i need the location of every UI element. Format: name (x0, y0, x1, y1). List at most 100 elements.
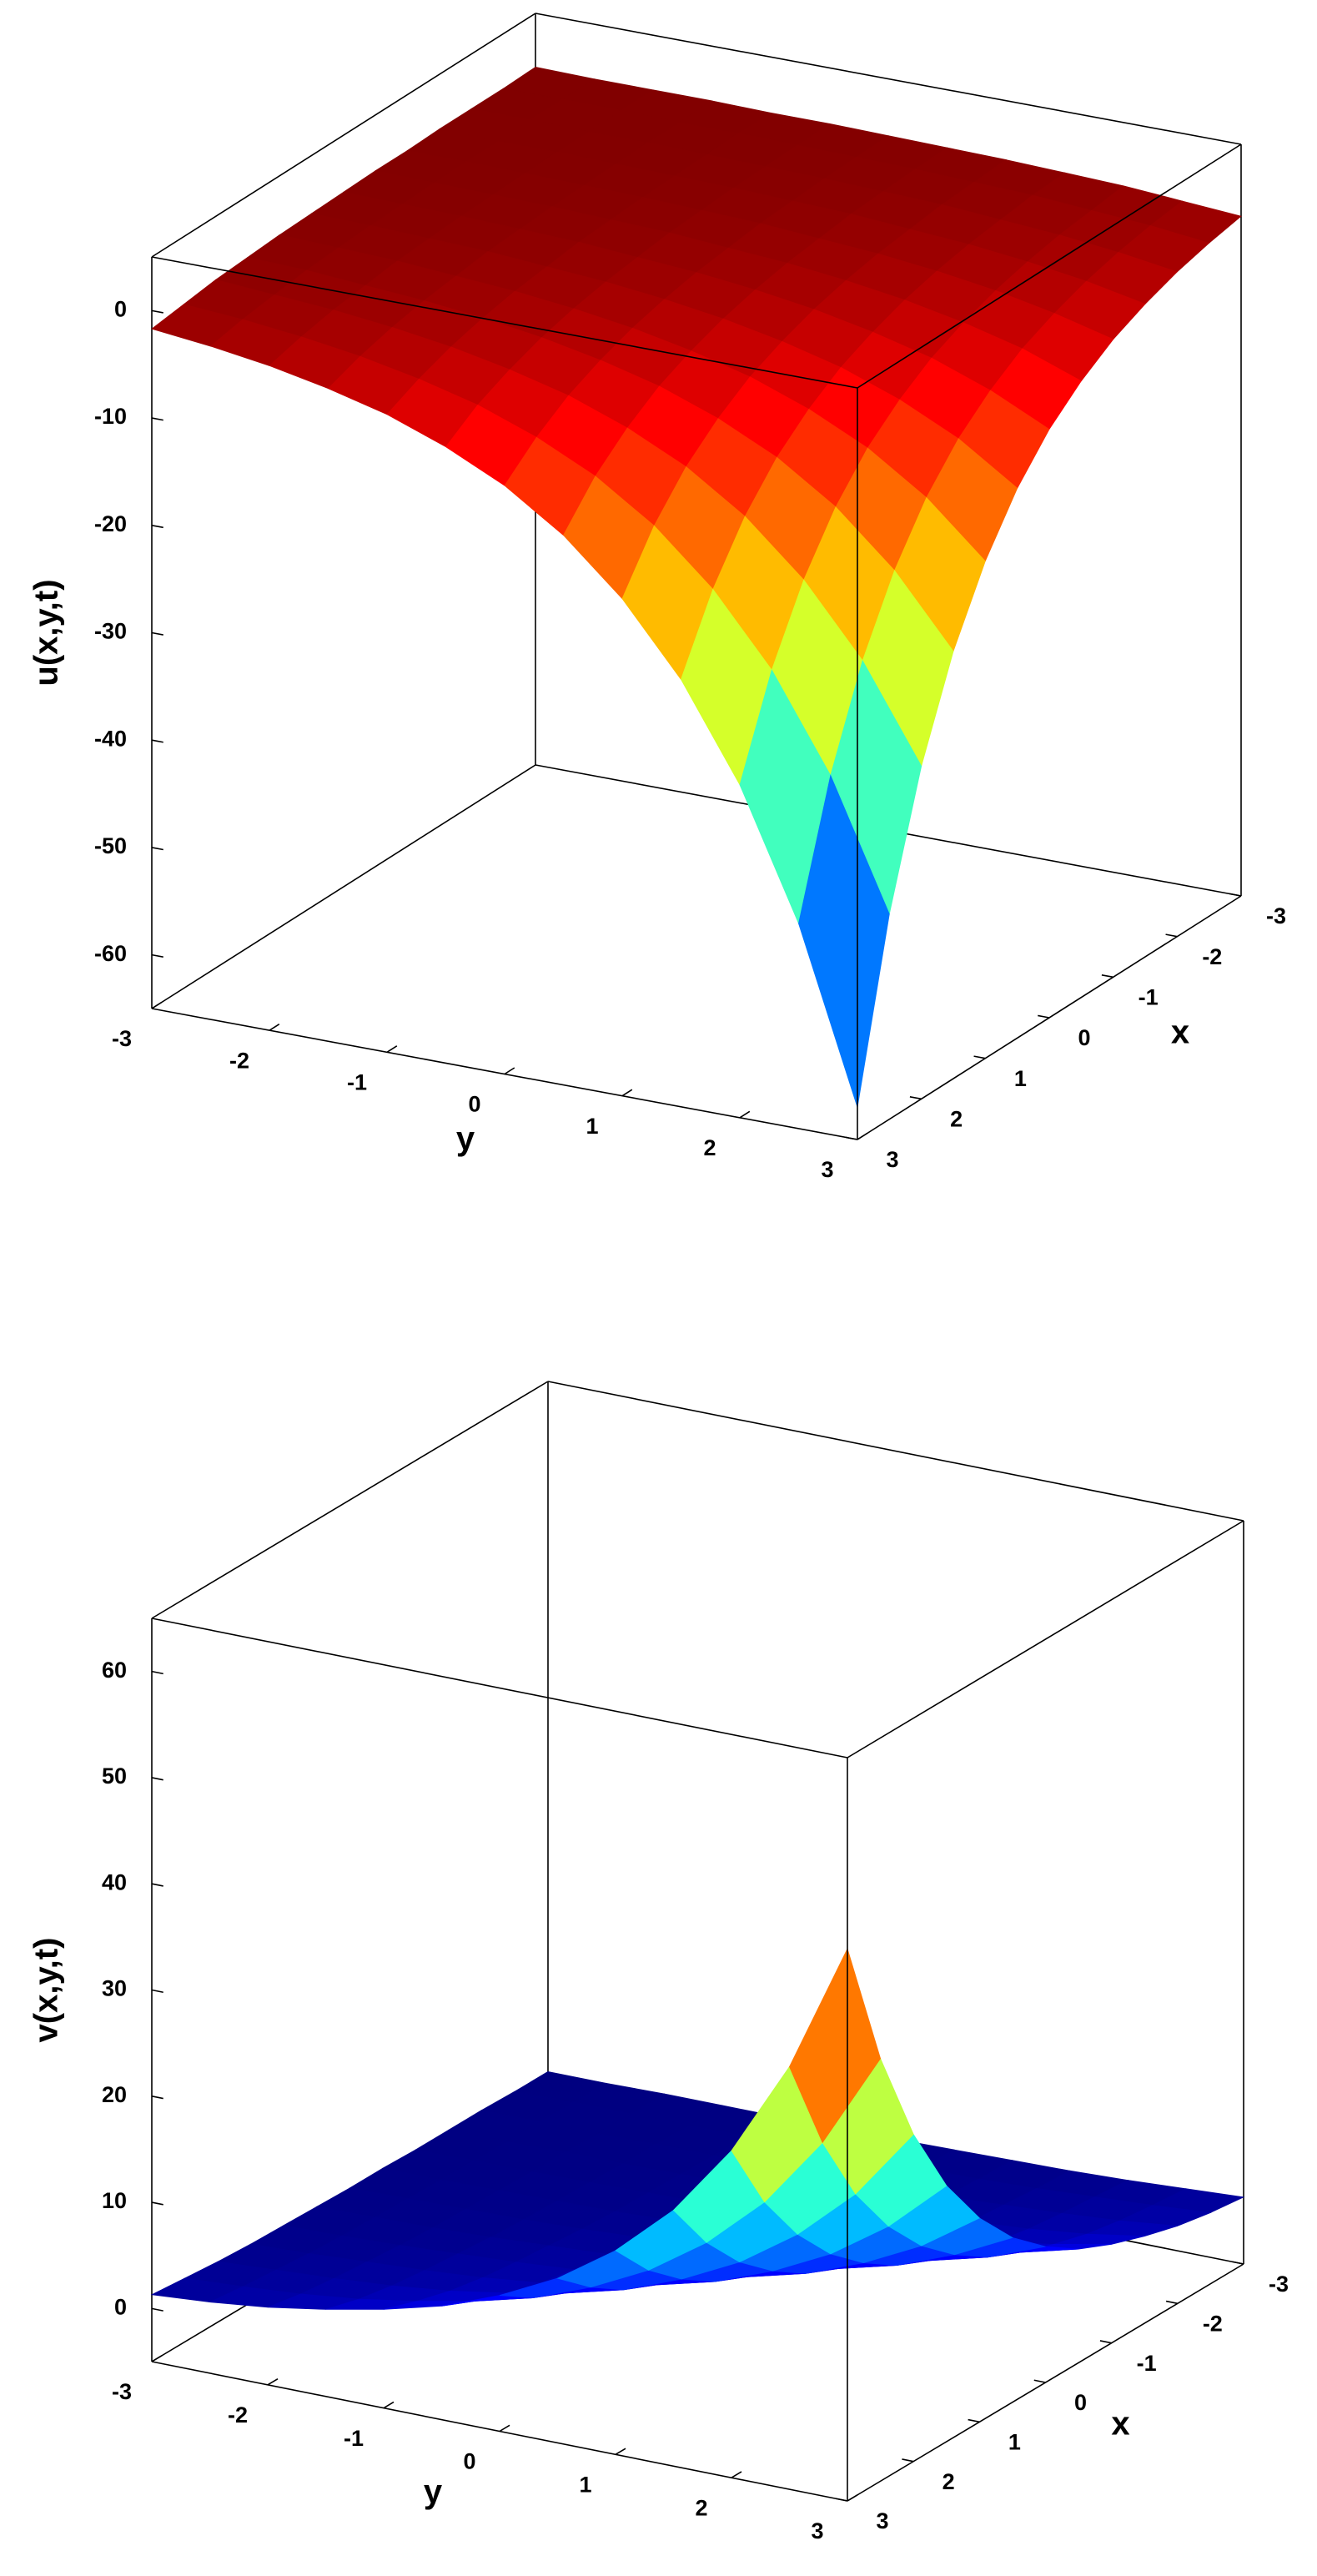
x-tick (1038, 1014, 1050, 1019)
y-tick (731, 2471, 742, 2478)
box-edge (151, 764, 536, 1009)
y-tick (499, 2424, 510, 2433)
x-tick (968, 2418, 980, 2423)
box-edge (151, 256, 858, 389)
y-tick-label: 3 (811, 2518, 823, 2543)
z-tick (151, 417, 163, 421)
z-tick (151, 739, 163, 743)
z-tick-label: -50 (94, 833, 127, 858)
z-tick-label: 20 (102, 2082, 127, 2107)
z-tick (151, 631, 163, 636)
box-edge (535, 13, 1242, 145)
z-tick (151, 847, 163, 851)
x-tick-label: -3 (1266, 903, 1286, 928)
x-axis-label: x (1111, 2406, 1129, 2443)
z-tick-label: 10 (102, 2188, 127, 2213)
x-tick-label: -1 (1139, 984, 1159, 1009)
x-tick (1165, 2300, 1178, 2305)
y-axis-label: y (424, 2473, 443, 2510)
y-tick-label: -1 (347, 1069, 367, 1094)
y-tick (621, 1089, 633, 1097)
x-tick (973, 1055, 986, 1059)
x-tick (846, 1136, 858, 1140)
y-tick-label: -1 (344, 2426, 364, 2451)
y-tick-label: 1 (586, 1114, 598, 1139)
z-tick-label: -30 (94, 619, 127, 644)
x-tick-label: 2 (950, 1106, 963, 1131)
y-tick-label: 2 (695, 2495, 707, 2520)
y-tick (151, 2355, 163, 2362)
y-tick-label: -3 (112, 1026, 132, 1051)
y-tick (504, 1067, 515, 1075)
y-tick-label: 2 (703, 1135, 716, 1160)
z-tick (151, 1989, 163, 1994)
x-tick (1033, 2379, 1046, 2383)
z-tick-label: -20 (94, 511, 127, 536)
x-tick (909, 1095, 922, 1100)
z-tick (151, 2096, 163, 2100)
z-tick (151, 2307, 163, 2312)
z-tick-label: 0 (114, 2294, 127, 2319)
y-tick-label: 3 (821, 1157, 833, 1182)
y-tick (615, 2448, 626, 2456)
x-tick-label: 3 (876, 2508, 888, 2533)
z-tick (151, 1883, 163, 1887)
z-tick-label: -60 (94, 941, 127, 966)
x-tick-label: 0 (1074, 2390, 1087, 2415)
z-tick-label: 0 (114, 296, 127, 321)
z-tick-label: -40 (94, 726, 127, 751)
y-tick-label: -3 (112, 2379, 132, 2404)
y-tick (739, 1110, 751, 1119)
x-tick (1101, 974, 1113, 979)
x-tick-label: -2 (1202, 944, 1222, 969)
x-axis-label: x (1171, 1014, 1189, 1051)
x-tick-label: 1 (1008, 2429, 1021, 2454)
box-edge (151, 1381, 549, 1619)
z-tick-label: 30 (102, 1976, 127, 2001)
box-edge (151, 1618, 848, 1758)
y-tick-label: 0 (463, 2449, 475, 2474)
x-tick (1165, 933, 1178, 938)
surface-plot: 0 10 20 30 40 50 60 -3 -2 -1 0 1 2 3 -3 -2 -1 0 1 2 3 v(x,y,t… (28, 1381, 1289, 2543)
y-tick-label: -2 (228, 2402, 248, 2428)
x-tick-label: 2 (943, 2469, 955, 2494)
box-edge (857, 143, 1242, 389)
y-tick (151, 1001, 163, 1009)
y-tick-label: -2 (229, 1048, 249, 1073)
x-tick-label: -3 (1269, 2272, 1289, 2297)
z-tick-label: 60 (102, 1658, 127, 1683)
y-tick (857, 1132, 868, 1140)
x-tick (1099, 2340, 1112, 2344)
y-tick (386, 1045, 398, 1054)
x-tick (1229, 893, 1242, 897)
x-tick (902, 2458, 914, 2463)
z-tick-label: 40 (102, 1869, 127, 1894)
box-edge (847, 1520, 1244, 1758)
z-tick (151, 953, 163, 958)
z-tick (151, 2201, 163, 2206)
box-edge (151, 13, 536, 258)
y-tick-label: 0 (468, 1092, 480, 1117)
y-tick (847, 2494, 858, 2502)
x-tick-label: -2 (1203, 2311, 1223, 2336)
z-axis-label: v(x,y,t) (28, 1938, 65, 2043)
surface-plot: -60-50-40-30-20-100-3-2-10123-3-2-10123u… (28, 13, 1286, 1182)
z-tick-label: -10 (94, 404, 127, 429)
x-tick (1232, 2261, 1244, 2265)
box-edge (547, 1381, 1244, 1522)
x-tick-label: 0 (1078, 1025, 1090, 1050)
y-tick-label: 1 (579, 2472, 591, 2497)
z-tick (151, 1670, 163, 1675)
z-tick (151, 309, 163, 314)
y-tick (267, 2377, 279, 2386)
z-axis-label: u(x,y,t) (28, 579, 65, 686)
x-tick-label: 1 (1014, 1066, 1027, 1091)
x-tick (836, 2498, 848, 2502)
z-tick (151, 524, 163, 529)
y-tick (269, 1023, 280, 1031)
z-tick (151, 1777, 163, 1781)
y-axis-label: y (456, 1120, 475, 1157)
x-tick-label: -1 (1137, 2351, 1157, 2376)
